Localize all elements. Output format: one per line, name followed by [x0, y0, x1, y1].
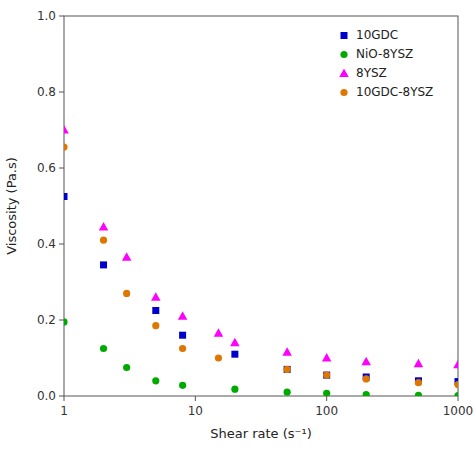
point [415, 379, 422, 386]
y-tick [59, 396, 64, 397]
point [152, 377, 159, 384]
x-tick-label: 10 [188, 404, 203, 418]
point [215, 354, 222, 361]
y-tick [59, 168, 64, 169]
x-tick-label: 1 [60, 404, 68, 418]
point [64, 144, 68, 151]
legend-label: NiO-8YSZ [356, 47, 413, 61]
point [361, 357, 371, 366]
legend-swatch [340, 89, 347, 96]
point [179, 382, 186, 389]
point [231, 386, 238, 393]
x-tick [195, 396, 196, 401]
x-tick [458, 396, 459, 401]
point [284, 389, 291, 396]
point [323, 372, 330, 379]
y-tick-label: 0.8 [37, 85, 56, 99]
point [100, 261, 107, 268]
point [64, 193, 68, 200]
x-axis: 1 10 100 1000 [60, 396, 473, 418]
point [323, 390, 330, 396]
point [123, 364, 130, 371]
series [64, 193, 458, 385]
legend-swatch [340, 51, 347, 58]
y-tick [59, 16, 64, 17]
point [454, 392, 458, 396]
legend-swatch [339, 69, 349, 78]
legend-swatch [341, 32, 348, 39]
x-axis-label: Shear rate (s⁻¹) [210, 426, 311, 441]
point [179, 332, 186, 339]
y-axis-label: Viscosity (Pa.s) [4, 157, 19, 255]
y-tick-label: 1.0 [37, 9, 56, 23]
plot-frame [64, 16, 458, 396]
point [100, 345, 107, 352]
y-tick-label: 0.6 [37, 161, 56, 175]
point [122, 252, 132, 260]
point [152, 307, 159, 314]
point [152, 322, 159, 329]
legend-label: 8YSZ [356, 66, 387, 80]
plot-area [64, 125, 458, 396]
point [231, 351, 238, 358]
point [64, 318, 68, 325]
x-tick-label: 100 [315, 404, 338, 418]
series [64, 318, 458, 396]
y-tick-label: 0.0 [37, 389, 56, 403]
point [99, 222, 109, 231]
legend-label: 10GDC-8YSZ [356, 85, 433, 99]
point [363, 375, 370, 382]
point [363, 391, 370, 396]
point [178, 311, 188, 320]
plot-background [64, 16, 458, 396]
chart: 0.0 0.2 0.4 0.6 0.8 1.0 1 10 100 1000 Shear rate (… [0, 0, 474, 450]
point [100, 237, 107, 244]
point [414, 359, 424, 368]
point [323, 372, 330, 379]
legend: 10GDC NiO-8YSZ 8YSZ 10GDC-8YSZ [339, 28, 433, 99]
point [151, 292, 161, 301]
series [64, 125, 458, 368]
point [453, 360, 458, 369]
y-tick-label: 0.4 [37, 237, 56, 251]
point [64, 125, 69, 134]
point [284, 366, 291, 373]
point [282, 347, 292, 356]
y-tick [59, 92, 64, 93]
legend-label: 10GDC [356, 28, 398, 42]
point [214, 328, 224, 337]
point [415, 392, 422, 396]
y-tick [59, 244, 64, 245]
point [230, 338, 240, 347]
x-tick [64, 396, 65, 401]
series [64, 144, 458, 389]
point [179, 345, 186, 352]
point [284, 366, 291, 373]
point [123, 290, 130, 297]
x-tick [326, 396, 327, 401]
y-tick-label: 0.2 [37, 313, 56, 327]
point [454, 381, 458, 388]
x-tick-label: 1000 [443, 404, 474, 418]
y-axis: 0.0 0.2 0.4 0.6 0.8 1.0 [37, 9, 64, 403]
y-tick [59, 320, 64, 321]
point [322, 353, 332, 362]
